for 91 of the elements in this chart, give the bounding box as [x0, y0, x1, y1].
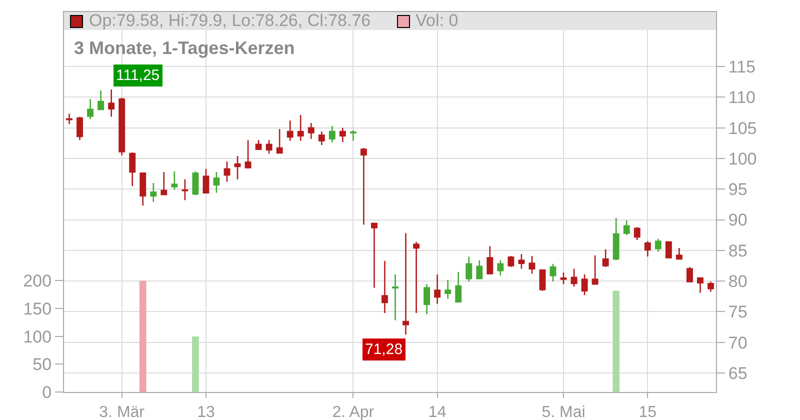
- y-tick-label: 100: [728, 149, 757, 168]
- x-tick-label: 3. Mär: [99, 404, 146, 420]
- candlestick: [328, 125, 336, 144]
- annotation: Op:79.58, Hi:79.9, Lo:78.26, Cl:78.76: [89, 11, 371, 31]
- candlestick: [171, 170, 178, 190]
- candlestick: [129, 152, 136, 187]
- candlestick: [550, 263, 556, 282]
- candlestick: [244, 139, 252, 169]
- candlestick: [297, 114, 304, 142]
- candlestick: [686, 266, 693, 282]
- candlestick: [371, 222, 378, 288]
- candlestick: [392, 274, 398, 321]
- candlestick: [140, 172, 146, 206]
- candlestick: [602, 248, 609, 268]
- candlestick: [434, 274, 441, 304]
- candlestick: [108, 88, 115, 118]
- y2-tick-label: 0: [42, 382, 52, 402]
- candlestick: [286, 120, 294, 142]
- candlestick: [360, 147, 367, 226]
- bar: [192, 336, 199, 392]
- candlestick: [592, 254, 598, 285]
- y2-tick-label: 200: [23, 272, 52, 291]
- annotation: 111,25: [116, 67, 160, 84]
- candlestick: [708, 281, 714, 292]
- y-tick-label: 75: [728, 302, 748, 322]
- y-tick-label: 95: [728, 180, 748, 200]
- candlestick: [518, 253, 525, 270]
- candlestick: [528, 255, 536, 274]
- candlestick: [497, 260, 504, 276]
- candlestick: [697, 277, 704, 294]
- candlestick: [382, 260, 388, 314]
- y2-tick-label: 150: [23, 299, 52, 318]
- candlestick: [160, 171, 168, 196]
- candlestick: [665, 241, 672, 258]
- candlestick: [654, 238, 662, 252]
- candlestick: [255, 139, 262, 151]
- candlestick: [182, 178, 188, 201]
- candlestick: [570, 268, 578, 288]
- candlestick: [539, 269, 546, 292]
- candlestick: [339, 127, 346, 143]
- y-tick-label: 70: [728, 333, 748, 352]
- candlestick: [213, 171, 220, 194]
- candlestick: [581, 274, 588, 296]
- y-tick-label: 115: [728, 58, 756, 76]
- annotation: 71,28: [365, 341, 403, 358]
- candlestick: [276, 128, 283, 154]
- text: 3 Monate, 1-Tages-Kerzen: [74, 38, 295, 58]
- x-tick-label: 13: [197, 404, 215, 420]
- candlestick: [644, 240, 651, 258]
- y2-tick-label: 50: [32, 355, 52, 374]
- candlestick: [266, 139, 272, 154]
- y2-tick-label: 100: [23, 327, 52, 346]
- y-tick-label: 85: [728, 241, 748, 260]
- y-tick-label: 65: [728, 364, 748, 383]
- candlestick: [455, 271, 462, 303]
- x-tick-label: 5. Mai: [542, 404, 586, 420]
- candlestick: [202, 168, 210, 194]
- candlestick: [402, 232, 409, 336]
- candlestick: [98, 90, 104, 111]
- bar: [139, 280, 146, 392]
- candlestick: [224, 160, 230, 182]
- candlestick: [234, 155, 241, 180]
- candlestick: [634, 226, 640, 241]
- candlestick: [66, 113, 72, 125]
- candlestick: [676, 247, 682, 260]
- candlestick: [560, 272, 567, 285]
- candlestick: [508, 255, 514, 268]
- candlestick: [476, 260, 483, 280]
- candlestick: [424, 283, 430, 315]
- y-tick-label: 80: [728, 272, 748, 292]
- candlestick: [308, 122, 314, 140]
- candlestick: [612, 217, 620, 261]
- candlestick: [318, 130, 325, 146]
- candlestick: [623, 220, 630, 236]
- y-tick-label: 90: [728, 210, 748, 230]
- candlestick: [444, 279, 452, 300]
- candlestick: [150, 182, 157, 203]
- candlestick: [413, 241, 420, 314]
- candlestick: [192, 170, 199, 196]
- candlestick: [350, 130, 356, 142]
- annotation: Vol: 0: [416, 11, 458, 31]
- y-tick-label: 105: [728, 118, 757, 138]
- x-tick-label: 14: [428, 404, 446, 420]
- candlestick: [76, 116, 83, 141]
- bar: [612, 290, 620, 392]
- candlestick: [118, 97, 126, 156]
- x-tick-label: 15: [638, 404, 657, 420]
- y-tick-label: 110: [728, 88, 756, 108]
- candlestick: [466, 256, 472, 282]
- candlestick: [87, 98, 94, 120]
- candlestick: [486, 245, 494, 274]
